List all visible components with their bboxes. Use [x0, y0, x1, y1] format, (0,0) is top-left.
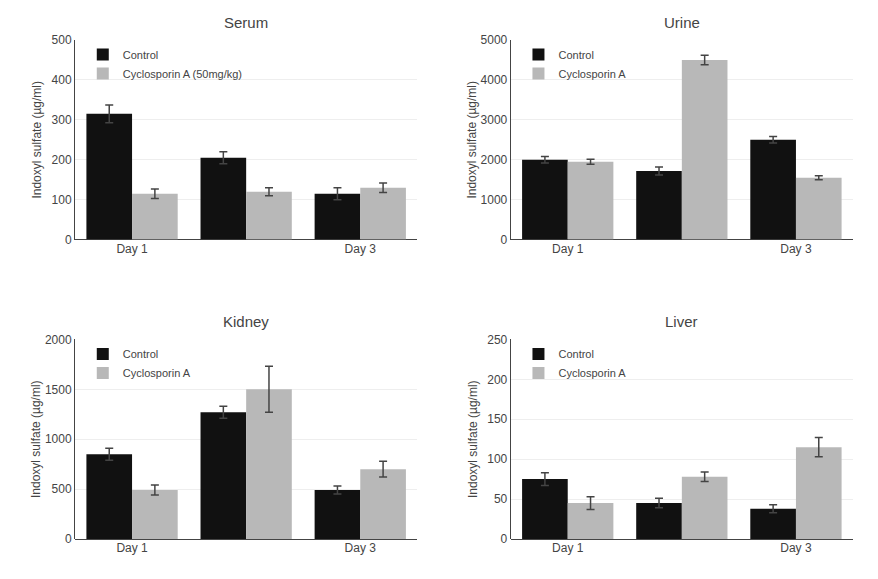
svg-text:Cyclosporin A (50mg/kg): Cyclosporin A (50mg/kg) [123, 68, 242, 80]
svg-text:200: 200 [52, 153, 72, 167]
svg-text:Day 3: Day 3 [345, 242, 377, 256]
svg-text:500: 500 [52, 482, 72, 496]
svg-text:1000: 1000 [45, 432, 72, 446]
svg-text:2000: 2000 [481, 153, 508, 167]
svg-text:Indoxyl sulfate (µg/ml): Indoxyl sulfate (µg/ml) [466, 380, 480, 498]
svg-text:Day 3: Day 3 [780, 242, 812, 256]
svg-text:100: 100 [487, 452, 507, 466]
svg-text:0: 0 [501, 532, 508, 546]
svg-text:1500: 1500 [45, 383, 72, 397]
svg-text:100: 100 [52, 193, 72, 207]
svg-text:3000: 3000 [481, 113, 508, 127]
svg-text:5000: 5000 [481, 33, 508, 47]
svg-text:500: 500 [52, 33, 72, 47]
svg-text:Cyclosporin A: Cyclosporin A [123, 367, 191, 379]
svg-text:Liver: Liver [665, 313, 698, 330]
svg-text:50: 50 [494, 492, 508, 506]
svg-text:Cyclosporin A: Cyclosporin A [558, 367, 626, 379]
svg-text:Serum: Serum [224, 14, 268, 31]
svg-text:Indoxyl sulfate (µg/ml): Indoxyl sulfate (µg/ml) [29, 380, 43, 498]
svg-text:0: 0 [65, 532, 72, 546]
svg-text:200: 200 [487, 373, 507, 387]
svg-text:Day 3: Day 3 [345, 541, 377, 555]
svg-text:250: 250 [487, 333, 507, 347]
svg-text:Day 1: Day 1 [552, 242, 584, 256]
svg-text:Cyclosporin A: Cyclosporin A [558, 68, 626, 80]
svg-text:150: 150 [487, 412, 507, 426]
svg-text:Day 3: Day 3 [780, 541, 812, 555]
svg-text:Kidney: Kidney [223, 313, 269, 330]
svg-text:Day 1: Day 1 [552, 541, 584, 555]
svg-text:1000: 1000 [481, 193, 508, 207]
svg-text:300: 300 [52, 113, 72, 127]
svg-text:Urine: Urine [664, 14, 700, 31]
svg-text:0: 0 [501, 233, 508, 247]
svg-text:Control: Control [123, 348, 158, 360]
svg-text:Control: Control [123, 49, 158, 61]
svg-text:4000: 4000 [481, 73, 508, 87]
svg-text:Day 1: Day 1 [116, 242, 148, 256]
svg-text:Control: Control [558, 348, 593, 360]
svg-text:400: 400 [52, 73, 72, 87]
svg-text:Control: Control [558, 49, 593, 61]
svg-text:Day 1: Day 1 [116, 541, 148, 555]
svg-text:Indoxyl sulfate (µg/ml): Indoxyl sulfate (µg/ml) [30, 81, 44, 199]
svg-text:0: 0 [65, 233, 72, 247]
svg-text:2000: 2000 [45, 333, 72, 347]
svg-text:Indoxyl sulfate (µg/ml): Indoxyl sulfate (µg/ml) [465, 81, 479, 199]
